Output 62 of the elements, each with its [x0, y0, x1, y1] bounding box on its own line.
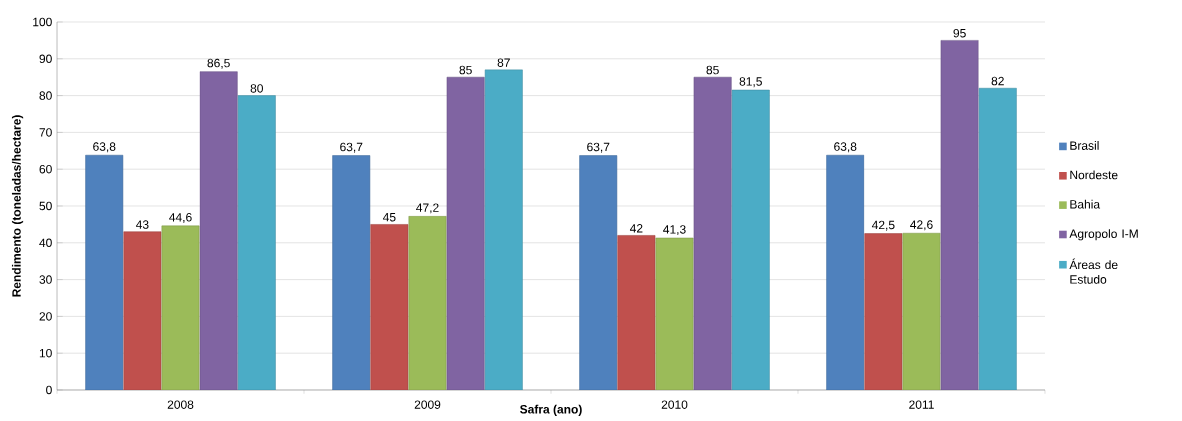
data-label: 81,5	[739, 77, 762, 88]
y-tick-label: 10	[39, 348, 52, 358]
y-tick-label: 100	[33, 17, 52, 27]
legend-label: Brasil	[1070, 141, 1099, 150]
bar	[484, 69, 523, 390]
x-axis-title: Safra (ano)	[520, 404, 582, 416]
data-label: 85	[706, 65, 719, 75]
bar	[161, 225, 200, 390]
bar	[199, 71, 238, 390]
data-label: 44,6	[169, 213, 192, 223]
bar	[693, 76, 732, 390]
bar	[617, 235, 656, 390]
bar	[940, 40, 979, 390]
data-label: 95	[953, 28, 966, 38]
bar	[826, 154, 865, 390]
data-label: 63,7	[587, 142, 610, 153]
data-label: 42,6	[910, 220, 933, 231]
bar	[579, 155, 618, 390]
y-tick-label: 0	[46, 385, 52, 395]
bar	[655, 237, 694, 390]
y-tick-label: 90	[39, 54, 52, 64]
y-tick-label: 30	[39, 275, 52, 284]
data-label: 63,8	[93, 142, 116, 153]
x-tick-label: 2010	[661, 400, 688, 409]
y-axis-title: Rendimento (toneladas/hectare)	[11, 115, 24, 297]
y-tick-label: 60	[39, 164, 52, 174]
data-label: 87	[497, 58, 510, 67]
bar	[370, 224, 409, 390]
bar	[978, 87, 1017, 390]
y-tick-label: 80	[39, 91, 52, 100]
y-tick-label: 40	[39, 238, 52, 248]
data-label: 85	[459, 65, 472, 75]
x-tick-label: 2008	[167, 400, 194, 409]
data-label: 45	[382, 213, 396, 222]
bar	[902, 232, 941, 390]
y-tick-label: 70	[39, 128, 52, 137]
y-tick-label: 50	[39, 201, 52, 211]
bar	[864, 233, 903, 390]
data-label: 42	[629, 224, 643, 233]
data-label: 47,2	[416, 203, 439, 214]
data-label: 43	[135, 220, 149, 229]
bar	[446, 76, 485, 390]
legend-label: Áreas de Estudo	[1069, 258, 1118, 284]
x-tick-label: 2011	[909, 400, 934, 409]
data-label: 82	[991, 76, 1004, 86]
x-tick-label: 2009	[414, 400, 441, 409]
bar	[237, 95, 276, 390]
bar	[408, 216, 447, 390]
data-label: 80	[250, 84, 263, 93]
bar	[332, 155, 371, 390]
bar	[731, 89, 770, 390]
legend-label: Nordeste	[1070, 170, 1118, 180]
data-label: 86,5	[207, 58, 230, 69]
data-label: 63,8	[834, 142, 857, 153]
data-label: 42,5	[871, 220, 895, 231]
legend-label: Bahia	[1070, 199, 1101, 209]
bar	[85, 154, 124, 390]
y-tick-label: 20	[39, 312, 52, 321]
data-label: 63,7	[340, 142, 363, 153]
bar	[123, 231, 162, 390]
legend-label: Agropolo I-M	[1069, 229, 1138, 241]
data-label: 41,3	[663, 225, 686, 236]
